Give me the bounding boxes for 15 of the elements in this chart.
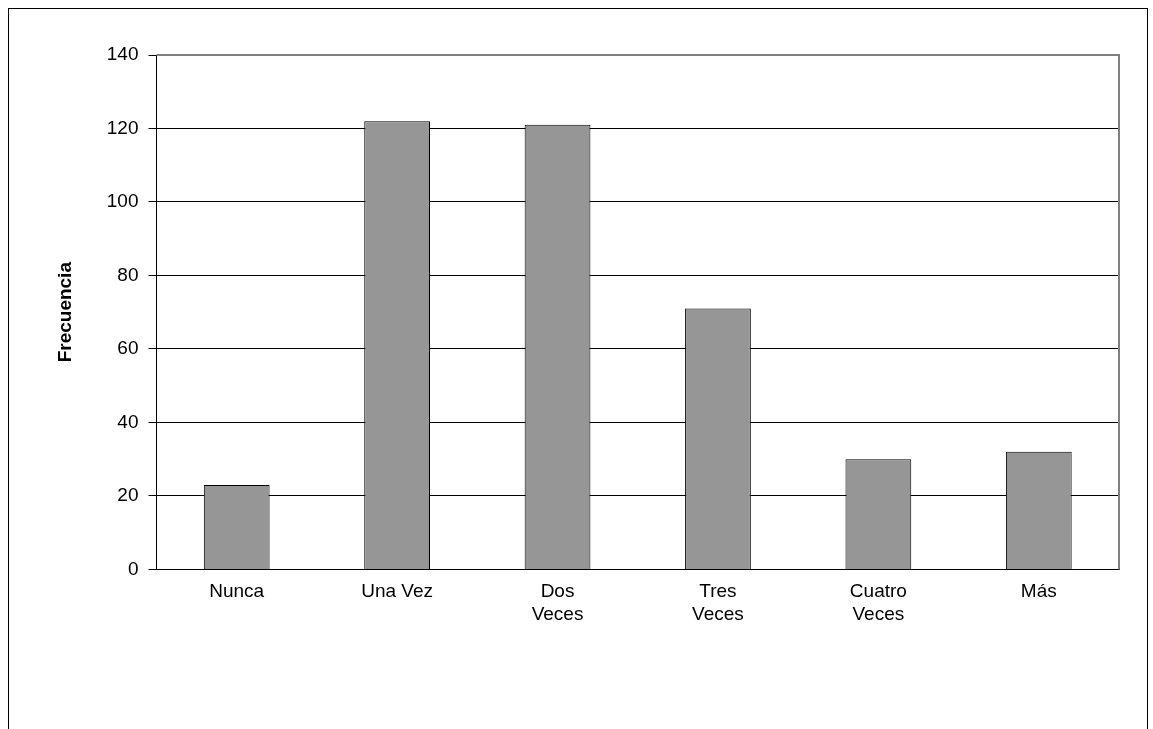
y-tick-label: 100 <box>106 190 139 212</box>
y-tick-label: 40 <box>117 410 139 432</box>
x-tick-label: Tres Veces <box>692 580 744 624</box>
y-tick-label: 120 <box>106 116 139 138</box>
y-tick-label: 0 <box>127 557 139 579</box>
x-tick-label: Dos Veces <box>531 580 584 624</box>
x-tick-label: Más <box>1020 580 1057 602</box>
y-tick-label: 80 <box>117 263 139 285</box>
y-tick-label: 60 <box>117 337 139 359</box>
x-tick-label: Cuatro Veces <box>849 580 907 624</box>
x-tick-label: Nunca <box>209 580 265 602</box>
x-tick-label: Una Vez <box>361 580 434 602</box>
y-tick-label: 140 <box>106 43 139 65</box>
y-axis-title: Frecuencia <box>53 261 75 363</box>
y-tick-label: 20 <box>117 484 139 506</box>
